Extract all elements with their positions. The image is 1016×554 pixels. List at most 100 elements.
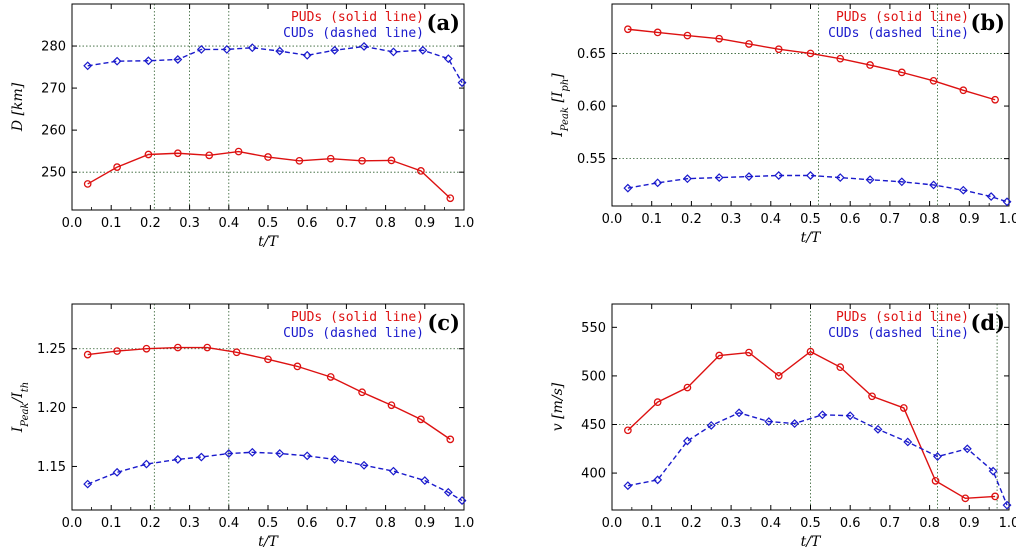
data-point-cud bbox=[986, 192, 996, 201]
data-point-pud bbox=[295, 156, 304, 165]
panel-4: 0.0 0.1 0.2 0.3 0.4 0.5 0.6 0.7 0.8 0.9 1.0 400 450 5… bbox=[550, 303, 1016, 550]
x-tick-label: 0.8 bbox=[919, 212, 940, 227]
y-tick-label: 280 bbox=[41, 40, 66, 55]
data-point-cud bbox=[173, 454, 183, 464]
x-tick-label: 0.7 bbox=[880, 212, 901, 227]
x-tick-label: 0.5 bbox=[800, 212, 821, 227]
data-point-cud bbox=[790, 419, 800, 428]
x-tick-label: 0.4 bbox=[760, 212, 781, 227]
x-tick-label: 0.0 bbox=[62, 516, 83, 531]
panel-tag: (d) bbox=[970, 310, 1005, 335]
x-tick-label: 0.5 bbox=[800, 516, 821, 531]
panel-tag: (a) bbox=[427, 10, 460, 35]
data-point-cud bbox=[247, 447, 257, 457]
x-axis-label: t/T bbox=[258, 234, 279, 250]
y-tick-label: 1.15 bbox=[37, 460, 66, 475]
data-point-cud bbox=[714, 173, 724, 183]
data-point-pud bbox=[774, 45, 783, 54]
data-point-pud bbox=[931, 476, 940, 485]
x-tick-label: 0.2 bbox=[681, 212, 702, 227]
y-tick-label: 270 bbox=[41, 82, 66, 97]
data-point-pud bbox=[653, 398, 662, 406]
data-point-pud bbox=[113, 347, 121, 355]
data-point-cud bbox=[962, 444, 972, 454]
data-point-pud bbox=[745, 348, 753, 357]
data-point-pud bbox=[326, 373, 335, 381]
data-point-pud bbox=[232, 348, 241, 357]
data-point-cud bbox=[443, 487, 453, 497]
data-point-pud bbox=[836, 54, 845, 63]
data-point-pud bbox=[446, 194, 455, 203]
data-point-cud bbox=[933, 452, 942, 462]
data-point-cud bbox=[302, 50, 312, 60]
series-line-cud bbox=[87, 45, 463, 83]
data-point-cud bbox=[845, 411, 855, 421]
panel-3: 0.0 0.1 0.2 0.3 0.4 0.5 0.6 0.7 0.8 0.9 1.0 1.15 1.2… bbox=[10, 303, 474, 550]
series-line-pud bbox=[87, 346, 451, 440]
data-point-cud bbox=[1002, 197, 1012, 207]
data-point-pud bbox=[173, 343, 182, 352]
x-tick-label: 0.2 bbox=[681, 516, 702, 531]
y-axis-label-part: I bbox=[550, 131, 566, 138]
x-tick-label: 0.8 bbox=[375, 516, 396, 531]
data-point-cud bbox=[112, 56, 122, 66]
x-tick-label: 0.1 bbox=[641, 212, 662, 227]
x-tick-label: 0.1 bbox=[101, 216, 122, 231]
y-axis-label-subscript: ph bbox=[560, 79, 571, 92]
data-point-pud bbox=[387, 401, 396, 410]
data-point-pud bbox=[836, 363, 845, 372]
data-point-pud bbox=[866, 61, 874, 69]
data-point-pud bbox=[234, 147, 243, 156]
x-tick-label: 0.9 bbox=[959, 516, 980, 531]
data-point-pud bbox=[358, 388, 366, 397]
data-point-pud bbox=[203, 343, 212, 352]
data-point-cud bbox=[275, 46, 285, 56]
data-point-cud bbox=[388, 466, 398, 476]
x-tick-label: 0.1 bbox=[641, 516, 662, 531]
data-point-pud bbox=[326, 154, 335, 163]
x-tick-label: 0.6 bbox=[840, 212, 861, 227]
legend-pud: PUDs (solid line) bbox=[291, 310, 424, 325]
y-axis-label: D [km] bbox=[10, 82, 26, 132]
data-point-pud bbox=[83, 180, 92, 188]
data-point-cud bbox=[873, 424, 883, 434]
data-point-cud bbox=[112, 467, 122, 477]
data-point-cud bbox=[865, 175, 875, 185]
data-point-cud bbox=[143, 56, 153, 66]
data-point-pud bbox=[264, 153, 272, 161]
series-line-cud bbox=[627, 412, 1008, 506]
x-tick-label: 1.0 bbox=[999, 516, 1016, 531]
data-point-pud bbox=[653, 28, 662, 37]
y-tick-label: 260 bbox=[41, 124, 66, 139]
legend-pud: PUDs (solid line) bbox=[291, 10, 424, 25]
legend-cud: CUDs (dashed line) bbox=[283, 326, 424, 341]
x-tick-label: 0.1 bbox=[101, 516, 122, 531]
data-point-pud bbox=[358, 156, 366, 165]
data-point-cud bbox=[1002, 500, 1012, 510]
data-point-pud bbox=[929, 76, 938, 85]
data-point-pud bbox=[774, 372, 783, 380]
y-tick-label: 0.60 bbox=[577, 100, 606, 115]
legend-pud: PUDs (solid line) bbox=[836, 310, 969, 325]
x-tick-label: 0.3 bbox=[179, 216, 200, 231]
y-axis-label-part: D [km] bbox=[10, 82, 26, 132]
x-axis-label: t/T bbox=[801, 230, 822, 246]
y-axis-label-subscript: th bbox=[20, 382, 31, 392]
x-tick-label: 0.5 bbox=[258, 516, 279, 531]
data-point-cud bbox=[457, 496, 467, 506]
x-tick-label: 0.2 bbox=[140, 516, 161, 531]
series-line-cud bbox=[87, 451, 463, 502]
y-axis-label-part: /I bbox=[10, 392, 26, 405]
x-tick-label: 0.7 bbox=[880, 516, 901, 531]
data-point-cud bbox=[988, 466, 998, 476]
series-line-cud bbox=[627, 174, 1008, 203]
legend-pud: PUDs (solid line) bbox=[836, 10, 969, 25]
data-point-pud bbox=[806, 49, 815, 58]
data-point-cud bbox=[734, 408, 744, 418]
x-tick-label: 0.8 bbox=[375, 216, 396, 231]
legend-cud: CUDs (dashed line) bbox=[283, 26, 424, 41]
legend-cud: CUDs (dashed line) bbox=[828, 26, 969, 41]
x-tick-label: 0.8 bbox=[919, 516, 940, 531]
data-point-pud bbox=[624, 426, 632, 435]
